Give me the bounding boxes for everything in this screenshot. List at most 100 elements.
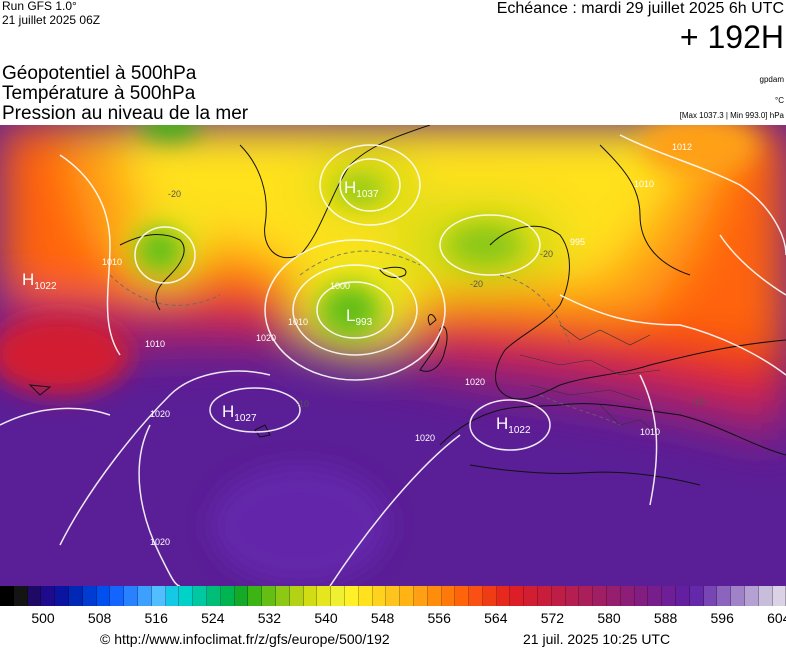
colorbar-swatch xyxy=(27,586,42,606)
colorbar-swatch xyxy=(344,586,359,606)
colorbar-swatch xyxy=(262,586,276,606)
map-svg: H1037 H1022 L993 H1027 H1022 1012 1010 9… xyxy=(0,125,786,586)
colorbar-swatch xyxy=(372,586,387,606)
colorbar-tick-label: 508 xyxy=(87,610,112,626)
colorbar-swatch xyxy=(717,586,732,606)
colorbar-swatch xyxy=(565,586,580,606)
colorbar-swatch xyxy=(551,586,566,606)
colorbar-swatch xyxy=(689,586,704,606)
pressure-centers: H1037 H1022 L993 H1027 H1022 xyxy=(22,178,531,436)
colorbar-swatch xyxy=(179,586,194,606)
geopotential-field xyxy=(0,125,786,586)
colorbar-swatch xyxy=(772,586,786,606)
colorbar-tick-label: 580 xyxy=(597,610,621,626)
colorbar-swatch xyxy=(579,586,594,606)
colorbar-tick-label: 588 xyxy=(653,610,678,626)
isobar-label: 1020 xyxy=(465,377,485,387)
colorbar-tick-label: 572 xyxy=(540,610,565,626)
colorbar-swatch xyxy=(289,586,304,606)
colorbar-tick-label: 516 xyxy=(144,610,168,626)
colorbar xyxy=(0,586,786,606)
isobar-label: 1020 xyxy=(150,409,170,419)
colorbar-swatch xyxy=(275,586,290,606)
isobar-label: 1000 xyxy=(330,281,350,291)
lead-time: + 192H xyxy=(679,19,784,55)
temperature-label: -20 xyxy=(540,249,553,259)
colorbar-swatch xyxy=(427,586,442,606)
temperature-labels: -20 -20 -20 -10 -10 xyxy=(168,189,705,409)
colorbar-tick-label: 540 xyxy=(314,610,338,626)
isobar-label: 1010 xyxy=(640,427,660,437)
colorbar-swatch xyxy=(482,586,497,606)
colorbar-swatch xyxy=(400,586,414,606)
colorbar-swatch xyxy=(303,586,318,606)
colorbar-swatch xyxy=(193,586,207,606)
colorbar-swatch xyxy=(358,586,373,606)
colorbar-swatch xyxy=(220,586,235,606)
colorbar-swatch xyxy=(331,586,345,606)
colorbar-swatch xyxy=(469,586,483,606)
colorbar-swatch xyxy=(593,586,608,606)
isotherms xyxy=(109,250,621,426)
colorbar-swatch xyxy=(758,586,773,606)
echeance-label: Echéance : mardi 29 juillet 2025 6h UTC xyxy=(496,0,784,17)
isobar-label: 1020 xyxy=(415,433,435,443)
isobar-label: 1010 xyxy=(145,339,165,349)
colorbar-tick-label: 596 xyxy=(710,610,734,626)
colorbar-swatch xyxy=(206,586,221,606)
temperature-label: -10 xyxy=(692,397,705,407)
title-line-2: Température à 500hPa xyxy=(2,83,196,104)
title-line-3: Pression au niveau de la mer xyxy=(2,103,249,124)
colorbar-swatch xyxy=(538,586,552,606)
colorbar-swatch xyxy=(524,586,539,606)
colorbar-swatch xyxy=(441,586,456,606)
colorbar-swatch xyxy=(510,586,525,606)
pressure-center-h1022-east: H1022 xyxy=(496,414,531,436)
pressure-center-h1022-west: H1022 xyxy=(22,270,57,292)
colorbar-swatch xyxy=(648,586,663,606)
isobar-label: 1020 xyxy=(256,333,276,343)
colorbar-swatch xyxy=(96,586,111,606)
pressure-center-h1027: H1027 xyxy=(222,402,257,424)
temperature-label: -20 xyxy=(168,189,181,199)
colorbar-tick-label: 500 xyxy=(31,610,55,626)
colorbar-swatch xyxy=(151,586,166,606)
colorbar-swatch xyxy=(165,586,180,606)
colorbar-swatch xyxy=(68,586,83,606)
isobar-label: 1010 xyxy=(634,179,654,189)
colorbar-swatch xyxy=(745,586,759,606)
colorbar-swatch xyxy=(110,586,125,606)
run-date: 21 juillet 2025 06Z xyxy=(2,13,101,27)
colorbar-swatch xyxy=(455,586,470,606)
isobar-label: 995 xyxy=(570,237,585,247)
colorbar-swatch xyxy=(496,586,511,606)
pressure-range: [Max 1037.3 | Min 993.0] hPa xyxy=(679,111,784,120)
colorbar-swatch xyxy=(634,586,649,606)
colorbar-swatch xyxy=(137,586,152,606)
colorbar-swatch xyxy=(386,586,401,606)
pressure-center-h1037: H1037 xyxy=(344,178,379,200)
colorbar-swatch xyxy=(124,586,138,606)
isobar-label: 1010 xyxy=(102,257,122,267)
colorbar-swatch xyxy=(620,586,635,606)
temperature-label: -10 xyxy=(296,399,309,409)
footer-url: © http://www.infoclimat.fr/z/gfs/europe/… xyxy=(100,631,390,647)
title-line-1: Géopotentiel à 500hPa xyxy=(2,63,197,84)
footer-date: 21 juil. 2025 10:25 UTC xyxy=(523,631,671,647)
country-borders xyxy=(519,324,661,436)
colorbar-swatch xyxy=(41,586,56,606)
colorbar-swatch xyxy=(731,586,746,606)
temperature-label: -20 xyxy=(470,279,483,289)
colorbar-tick-label: 564 xyxy=(484,610,508,626)
colorbar-swatch xyxy=(413,586,428,606)
weather-map: H1037 H1022 L993 H1027 H1022 1012 1010 9… xyxy=(0,125,786,586)
colorbar-tick-label: 532 xyxy=(257,610,282,626)
unit-celsius: °C xyxy=(775,96,784,105)
colorbar-swatch xyxy=(248,586,263,606)
isobar-labels: 1012 1010 995 1000 1010 1010 1020 1020 1… xyxy=(102,142,692,547)
pressure-center-l993: L993 xyxy=(346,306,373,328)
colorbar-tick-label: 524 xyxy=(201,610,225,626)
run-label: Run GFS 1.0° xyxy=(2,0,77,13)
colorbar-swatch xyxy=(676,586,690,606)
isobars xyxy=(0,134,786,586)
